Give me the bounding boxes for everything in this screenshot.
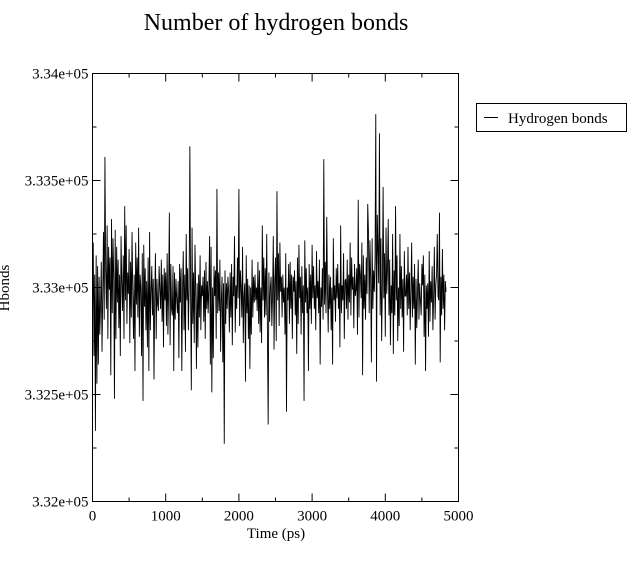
x-axis-label: Time (ps) bbox=[247, 526, 305, 542]
x-tick-label: 4000 bbox=[370, 509, 400, 525]
legend: Hydrogen bonds bbox=[476, 103, 627, 132]
y-axis-label: Hbonds bbox=[0, 265, 13, 312]
legend-box bbox=[476, 103, 627, 132]
legend-label-hydrogen-bonds: Hydrogen bonds bbox=[508, 111, 608, 127]
series-group bbox=[92, 114, 447, 444]
chart-title: Number of hydrogen bonds bbox=[144, 10, 409, 36]
x-tick-label: 5000 bbox=[444, 509, 474, 525]
x-tick-label: 2000 bbox=[224, 509, 254, 525]
x-tick-label: 3000 bbox=[297, 509, 327, 525]
axes: 0 1000 2000 3000 4000 5000 3.32e+05 3.325e+05 3.… bbox=[25, 67, 474, 525]
y-tick-label: 3.34e+05 bbox=[32, 67, 88, 83]
x-tick-label: 0 bbox=[89, 509, 97, 525]
y-tick-label: 3.325e+05 bbox=[25, 388, 89, 404]
y-tick-label: 3.32e+05 bbox=[32, 495, 88, 511]
y-tick-label: 3.335e+05 bbox=[25, 174, 89, 190]
series-line-hydrogen-bonds bbox=[92, 114, 447, 444]
y-tick-label: 3.33e+05 bbox=[32, 281, 88, 297]
x-tick-label: 1000 bbox=[151, 509, 181, 525]
